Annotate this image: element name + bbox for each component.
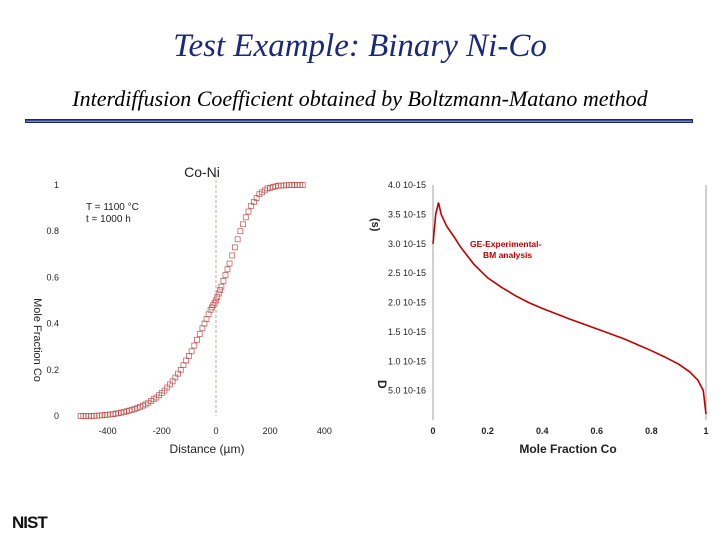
data-point-marker [240, 221, 246, 228]
right-x-tick-label: 1 [703, 426, 708, 436]
right-y-tick-label: 1.0 10-15 [388, 356, 426, 366]
left-annotation-temp: T = 1100 °C [86, 202, 139, 213]
data-point-marker [180, 362, 187, 369]
left-x-tick-label: -200 [153, 426, 171, 436]
right-y-tick-label: 3.0 10-15 [388, 239, 426, 249]
data-point-marker [242, 214, 249, 221]
left-annotation-time: t = 1000 h [86, 214, 131, 225]
slide-subtitle: Interdiffusion Coefficient obtained by B… [72, 86, 648, 111]
right-y-axis-label: D [375, 380, 389, 389]
data-point-marker [188, 348, 195, 355]
right-x-tick-label: 0.4 [536, 426, 549, 436]
left-y-tick-label: 0.4 [46, 319, 59, 329]
right-y-tick-label: 1.5 10-15 [388, 327, 426, 337]
data-point-marker [203, 316, 210, 322]
left-y-tick-label: 1 [54, 180, 59, 190]
data-point-marker [215, 290, 222, 297]
data-point-marker [205, 311, 212, 318]
nist-logo: NIST [12, 513, 48, 532]
right-x-tick-label: 0.2 [481, 426, 494, 436]
left-x-axis-label: Distance (µm) [170, 442, 245, 456]
data-point-marker [299, 182, 306, 188]
left-y-tick-label: 0.6 [46, 272, 59, 282]
right-legend-line2: BM analysis [483, 250, 532, 260]
slide-title: Test Example: Binary Ni-Co [173, 28, 547, 64]
diffusion-coefficient-curve [432, 202, 707, 415]
right-y-tick-label: 2.5 10-15 [388, 268, 426, 278]
right-y-tick-label: 2.0 10-15 [388, 298, 426, 308]
data-point-marker [222, 272, 229, 278]
left-y-axis-label: Mole Fraction Co [31, 298, 43, 382]
left-y-tick-label: 0.8 [46, 226, 59, 236]
data-point-marker [237, 228, 244, 235]
data-point-marker [183, 357, 190, 364]
data-point-marker [196, 331, 203, 337]
data-point-marker [229, 252, 236, 259]
data-point-marker [191, 342, 198, 349]
left-x-tick-label: -400 [99, 426, 117, 436]
data-point-marker [214, 294, 221, 300]
data-point-marker [217, 287, 223, 293]
right-x-tick-label: 0.8 [645, 426, 658, 436]
right-y-tick-label: 3.5 10-15 [388, 209, 426, 219]
right-x-axis-label: Mole Fraction Co [519, 442, 616, 456]
right-legend-line1: GE-Experimental- [470, 239, 541, 249]
left-x-tick-label: 400 [317, 426, 332, 436]
left-y-tick-label: 0.2 [46, 365, 59, 375]
left-x-tick-label: 0 [213, 426, 218, 436]
data-point-marker [199, 325, 206, 332]
data-point-marker [201, 320, 208, 327]
right-x-tick-label: 0.6 [591, 426, 604, 436]
data-point-marker [220, 278, 227, 284]
right-y-unit-label: (s) [369, 218, 381, 232]
data-point-marker [232, 244, 238, 251]
data-point-marker [234, 236, 241, 243]
right-y-tick-label: 4.0 10-15 [388, 180, 426, 190]
left-y-tick-label: 0 [54, 411, 59, 421]
left-x-tick-label: 200 [263, 426, 278, 436]
title-divider [25, 119, 693, 123]
data-point-marker [186, 353, 192, 359]
data-point-marker [224, 266, 231, 273]
left-chart-title: Co-Ni [184, 164, 220, 180]
right-y-tick-label: 5.0 10-16 [388, 386, 426, 396]
data-point-marker [226, 260, 233, 267]
data-point-marker [213, 297, 219, 304]
data-point-marker [218, 283, 225, 290]
data-point-marker [194, 336, 200, 343]
data-point-marker [245, 208, 252, 215]
right-x-tick-label: 0 [430, 426, 435, 436]
